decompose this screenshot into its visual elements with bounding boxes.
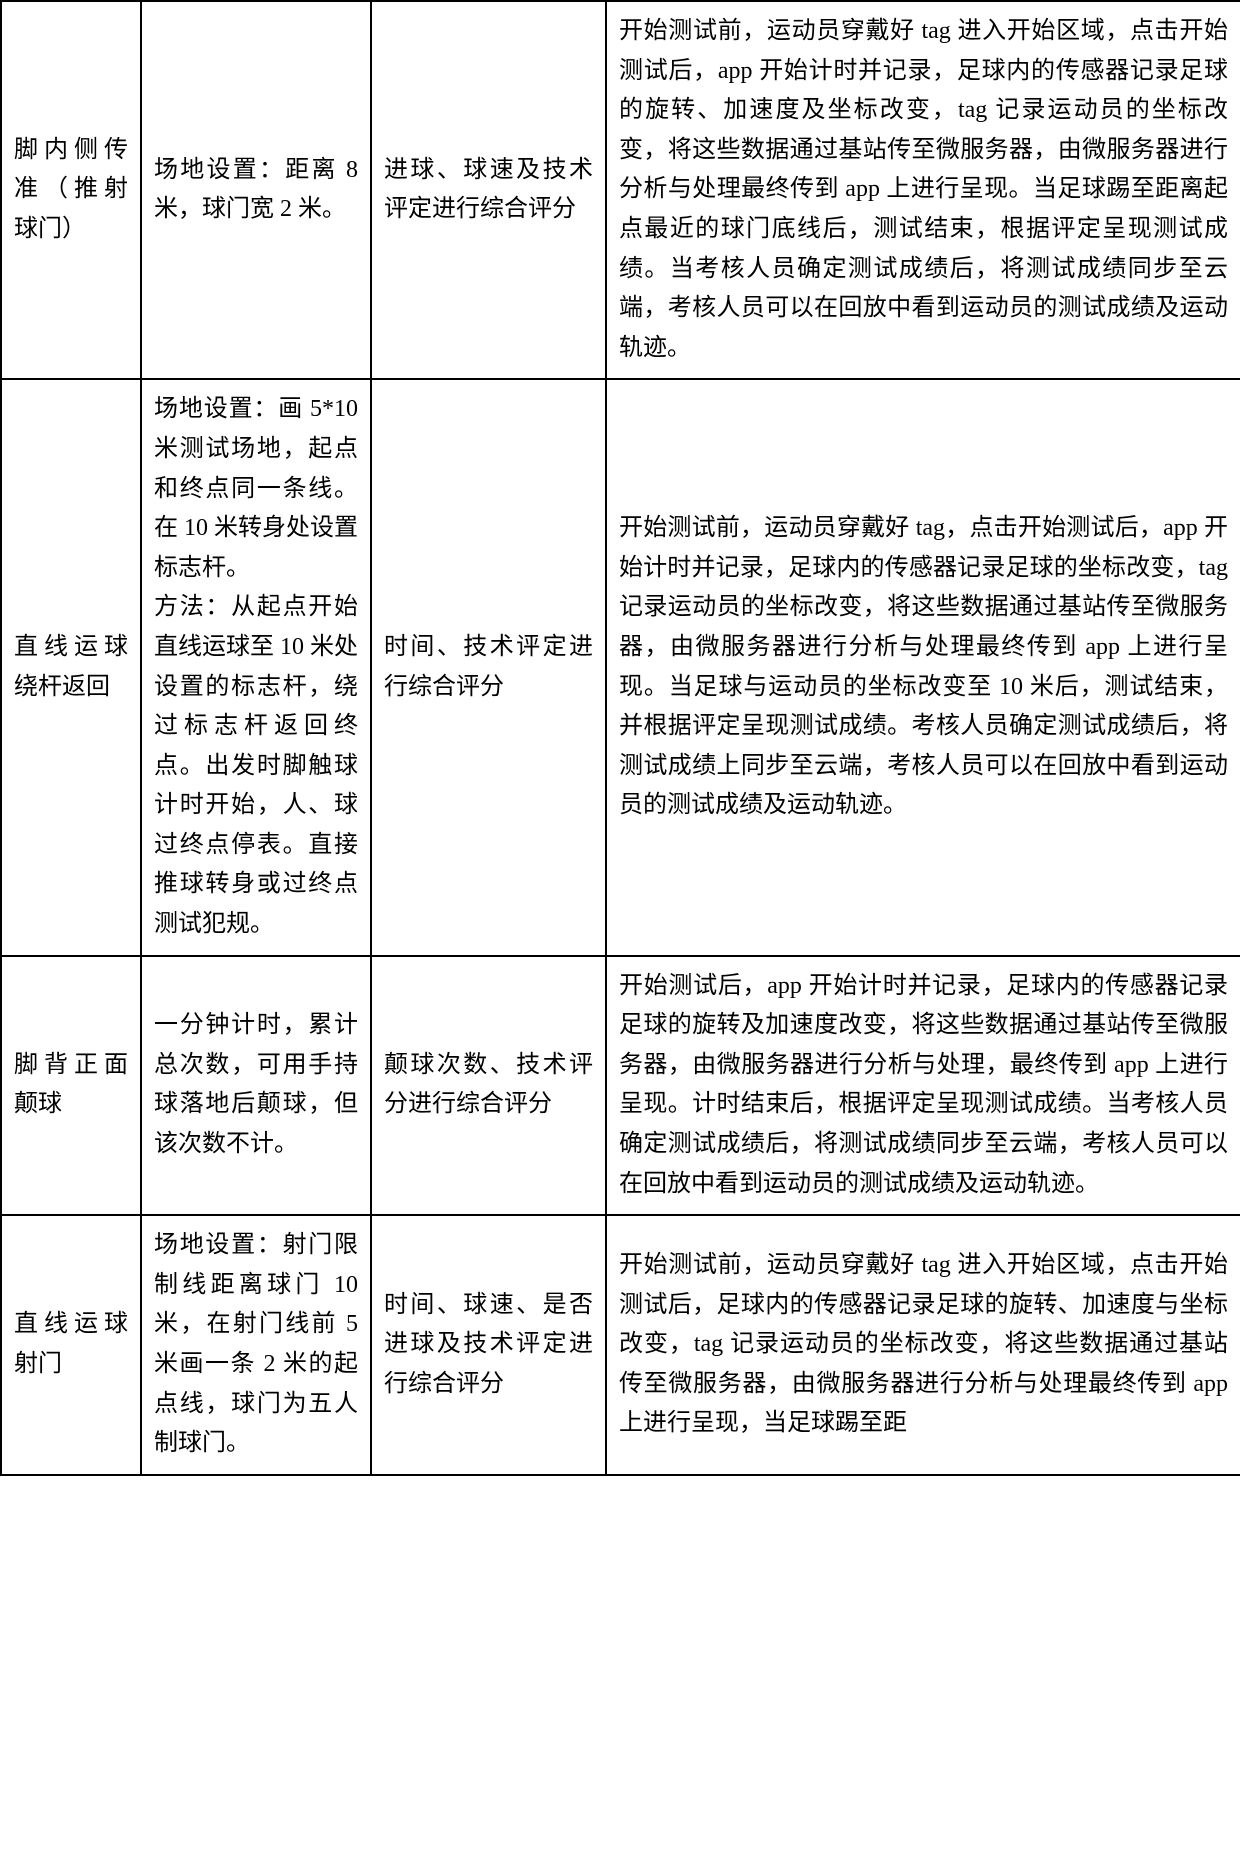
- cell-item: 脚内侧传准（推射球门）: [1, 1, 141, 379]
- cell-flow: 开始测试后，app 开始计时并记录，足球内的传感器记录足球的旋转及加速度改变，将…: [606, 956, 1240, 1216]
- cell-flow: 开始测试前，运动员穿戴好 tag 进入开始区域，点击开始测试后，足球内的传感器记…: [606, 1215, 1240, 1475]
- cell-item: 直线运球射门: [1, 1215, 141, 1475]
- table-row: 脚内侧传准（推射球门） 场地设置：距离 8 米，球门宽 2 米。 进球、球速及技…: [1, 1, 1240, 379]
- spec-table: 脚内侧传准（推射球门） 场地设置：距离 8 米，球门宽 2 米。 进球、球速及技…: [0, 0, 1240, 1476]
- cell-flow: 开始测试前，运动员穿戴好 tag，点击开始测试后，app 开始计时并记录，足球内…: [606, 379, 1240, 955]
- cell-item: 直线运球绕杆返回: [1, 379, 141, 955]
- cell-flow: 开始测试前，运动员穿戴好 tag 进入开始区域，点击开始测试后，app 开始计时…: [606, 1, 1240, 379]
- document-page: 脚内侧传准（推射球门） 场地设置：距离 8 米，球门宽 2 米。 进球、球速及技…: [0, 0, 1240, 1476]
- table-row: 直线运球绕杆返回 场地设置：画 5*10 米测试场地，起点和终点同一条线。在 1…: [1, 379, 1240, 955]
- table-row: 直线运球射门 场地设置：射门限制线距离球门 10 米，在射门线前 5 米画一条 …: [1, 1215, 1240, 1475]
- cell-setup: 场地设置：距离 8 米，球门宽 2 米。: [141, 1, 371, 379]
- cell-setup: 场地设置：射门限制线距离球门 10 米，在射门线前 5 米画一条 2 米的起点线…: [141, 1215, 371, 1475]
- cell-scoring: 颠球次数、技术评分进行综合评分: [371, 956, 606, 1216]
- cell-scoring: 时间、球速、是否进球及技术评定进行综合评分: [371, 1215, 606, 1475]
- cell-setup: 场地设置：画 5*10 米测试场地，起点和终点同一条线。在 10 米转身处设置标…: [141, 379, 371, 955]
- table-row: 脚背正面颠球 一分钟计时，累计总次数，可用手持球落地后颠球，但该次数不计。 颠球…: [1, 956, 1240, 1216]
- cell-setup: 一分钟计时，累计总次数，可用手持球落地后颠球，但该次数不计。: [141, 956, 371, 1216]
- cell-scoring: 进球、球速及技术评定进行综合评分: [371, 1, 606, 379]
- cell-scoring: 时间、技术评定进行综合评分: [371, 379, 606, 955]
- cell-item: 脚背正面颠球: [1, 956, 141, 1216]
